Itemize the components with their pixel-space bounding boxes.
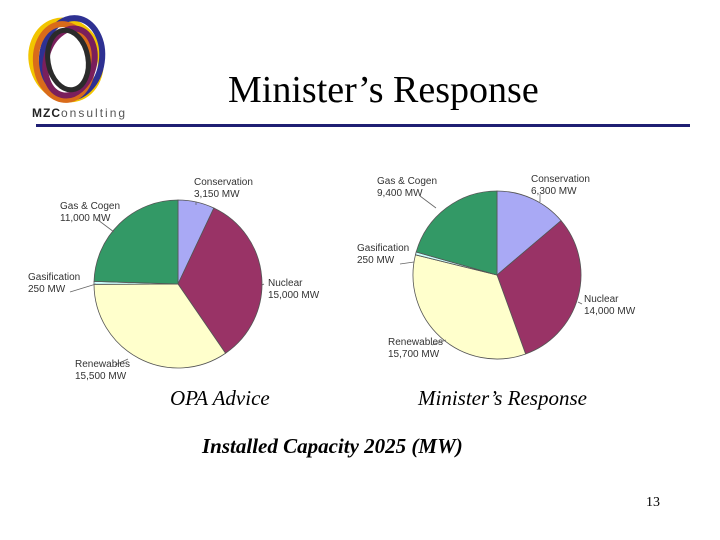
chart-subtitle: Installed Capacity 2025 (MW) [202, 434, 463, 458]
slice-label: Renewables [75, 359, 130, 370]
slice-value-label: 11,000 MW [60, 213, 111, 224]
slice-label: Conservation [531, 174, 590, 185]
logo-text-bold: MZC [32, 106, 61, 120]
pie-slice-renewables-chart1 [93, 283, 227, 369]
slice-value-label: 250 MW [357, 255, 395, 266]
pie-slice-nuclear-chart2 [496, 220, 582, 355]
pie-slice-nuclear-chart1 [177, 207, 263, 354]
page-number: 13 [646, 495, 660, 510]
leader-line [399, 261, 415, 265]
slice-label: Gas & Cogen [60, 201, 120, 212]
slice-label: Gasification [28, 272, 80, 283]
logo-text-light: onsulting [61, 106, 128, 120]
slice-value-label: 15,700 MW [388, 349, 440, 360]
slice-label: Gasification [357, 243, 409, 254]
slice-value-label: 3,150 MW [194, 189, 240, 200]
mzc-logo-rings [28, 15, 106, 103]
leader-line [577, 301, 583, 305]
slice-label: Gas & Cogen [377, 176, 437, 187]
pie-slice-gas-cogen-chart2 [415, 190, 498, 276]
leader-line [431, 339, 447, 346]
slice-value-label: 14,000 MW [584, 306, 636, 317]
leader-line [69, 283, 97, 293]
pie-slice-gas-cogen-chart1 [93, 199, 179, 285]
leader-line [419, 195, 437, 209]
slice-value-label: 15,000 MW [268, 290, 320, 301]
chart-caption-opa: OPA Advice [170, 386, 270, 410]
leader-line [97, 219, 115, 233]
chart-caption-minister: Minister’s Response [418, 386, 587, 410]
leader-line [261, 283, 265, 286]
slice-value-label: 250 MW [28, 284, 66, 295]
slice-label: Conservation [194, 177, 253, 188]
slice-value-label: 6,300 MW [531, 186, 577, 197]
slice-label: Renewables [388, 337, 443, 348]
leader-line [114, 358, 129, 366]
pie-slice-conservation-chart2 [496, 190, 562, 276]
pie-slice-renewables-chart2 [412, 254, 527, 360]
slice-value-label: 9,400 MW [377, 188, 423, 199]
slide-title: Minister’s Response [228, 69, 539, 111]
title-divider [36, 124, 690, 127]
slice-value-label: 15,500 MW [75, 371, 127, 382]
slice-label: Nuclear [268, 278, 303, 289]
slice-label: Nuclear [584, 294, 619, 305]
logo-wordmark: MZConsulting [32, 106, 127, 120]
